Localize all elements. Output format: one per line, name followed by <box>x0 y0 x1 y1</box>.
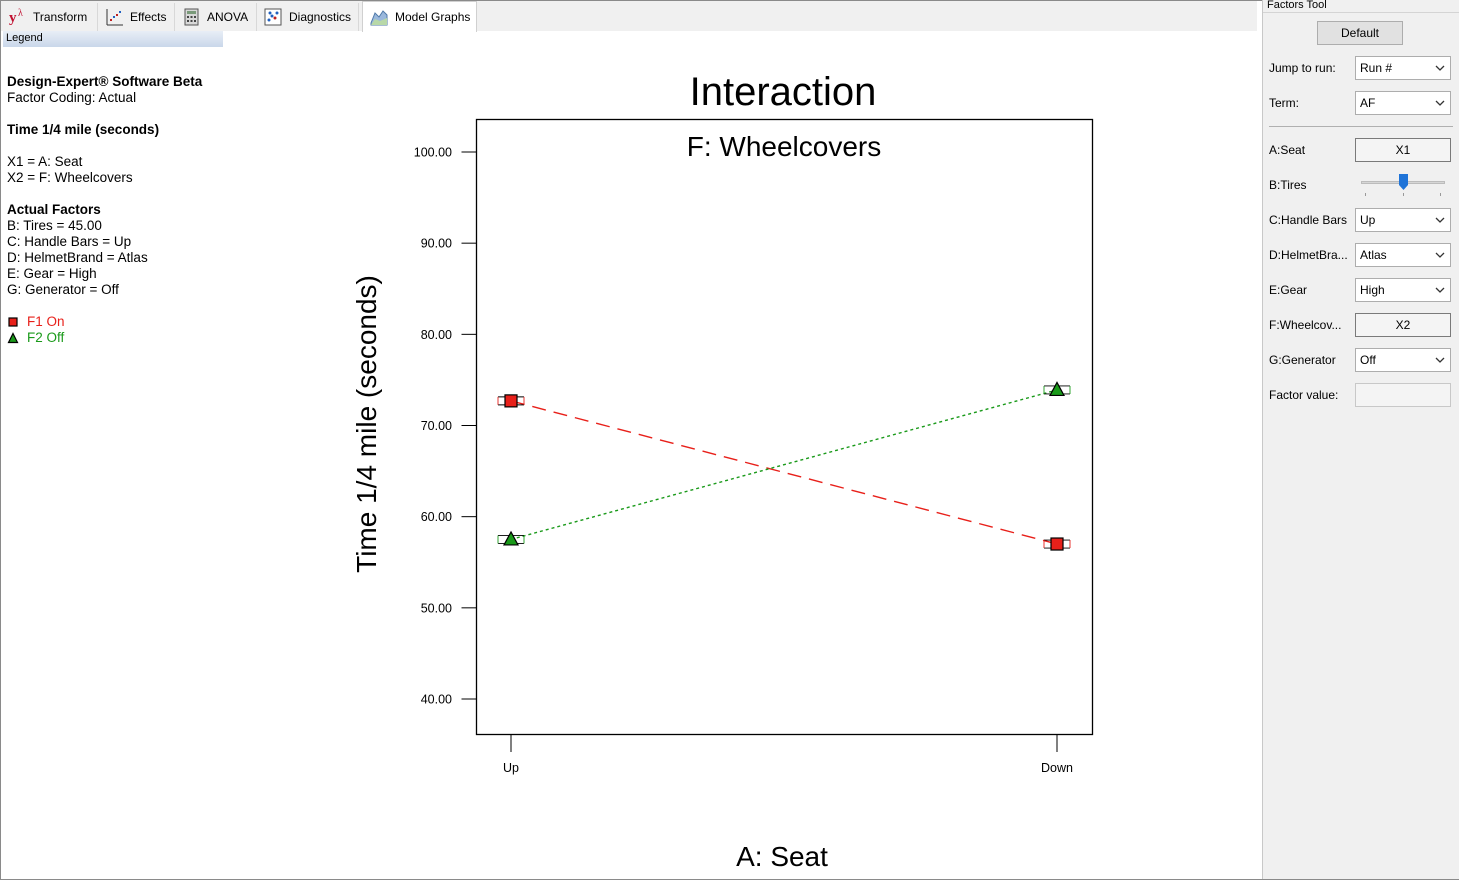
tick-mark <box>1440 193 1441 196</box>
tick-mark <box>1365 193 1366 196</box>
dropdown-value: Off <box>1360 353 1376 367</box>
svg-text:y: y <box>9 10 17 26</box>
factor-value-input[interactable] <box>1355 383 1451 407</box>
chart-subtitle: F: Wheelcovers <box>687 131 882 162</box>
generator-dropdown[interactable]: Off <box>1355 348 1451 372</box>
y-tick-label: 80.00 <box>421 328 452 342</box>
jump-to-run-label: Jump to run: <box>1269 61 1336 75</box>
legend-header: Legend <box>3 31 223 47</box>
y-tick-label: 60.00 <box>421 510 452 524</box>
effects-icon <box>104 7 124 27</box>
factor-label-generator: G:Generator <box>1269 353 1336 367</box>
chevron-down-icon <box>1435 250 1445 263</box>
actual-factor: E: Gear = High <box>7 266 97 281</box>
factor-label-wheelcovers: F:Wheelcov... <box>1269 318 1342 332</box>
factor-coding: Factor Coding: Actual <box>7 90 137 105</box>
legend-panel: Design-Expert® Software Beta Factor Codi… <box>7 74 202 346</box>
calculator-icon <box>181 7 201 27</box>
data-point <box>1048 381 1066 397</box>
dropdown-value: High <box>1360 283 1385 297</box>
term-label: Term: <box>1269 96 1299 110</box>
response-name: Time 1/4 mile (seconds) <box>7 122 160 137</box>
dropdown-value: Run # <box>1360 61 1393 75</box>
x-tick-label: Up <box>503 761 519 775</box>
diagnostics-icon <box>263 7 283 27</box>
y-axis-label: Time 1/4 mile (seconds) <box>351 275 382 573</box>
tick-mark <box>1403 193 1404 196</box>
tab-label: Model Graphs <box>395 10 471 24</box>
x-axis-label: A: Seat <box>736 841 828 872</box>
tab-label: Transform <box>33 10 88 24</box>
chevron-down-icon <box>1435 215 1445 228</box>
tab-diagnostics[interactable]: Diagnostics <box>257 3 359 31</box>
actual-factor: B: Tires = 45.00 <box>7 218 102 233</box>
factor-value-label: Factor value: <box>1269 388 1339 402</box>
chevron-down-icon <box>1435 63 1445 76</box>
chart-title: Interaction <box>690 70 877 114</box>
tab-label: ANOVA <box>207 10 249 24</box>
dropdown-value: Up <box>1360 213 1376 227</box>
tab-label: Diagnostics <box>289 10 352 24</box>
helmet-brand-dropdown[interactable]: Atlas <box>1355 243 1451 267</box>
legend-label-f1: F1 On <box>27 314 65 329</box>
dropdown-value: AF <box>1360 96 1376 110</box>
factor-label-tires: B:Tires <box>1269 178 1307 192</box>
chevron-down-icon <box>1435 285 1445 298</box>
data-point <box>504 394 518 408</box>
series-line <box>510 400 1058 545</box>
series-line <box>510 389 1058 541</box>
y-tick-label: 100.00 <box>414 146 452 160</box>
dropdown-value: Atlas <box>1360 248 1387 262</box>
data-point <box>1050 537 1064 551</box>
factor-seat-axis-box[interactable]: X1 <box>1355 138 1451 162</box>
svg-text:λ: λ <box>18 8 23 19</box>
factor-label-seat: A:Seat <box>1269 143 1306 157</box>
factor-wheelcovers-axis-box[interactable]: X2 <box>1355 313 1451 337</box>
data-point <box>502 530 520 546</box>
actual-factor: G: Generator = Off <box>7 282 119 297</box>
factor-label-gear: E:Gear <box>1269 283 1308 297</box>
gear-dropdown[interactable]: High <box>1355 278 1451 302</box>
plot-area <box>475 118 1094 736</box>
legend-item-f2: F2 Off <box>7 330 202 346</box>
y-tick-label: 50.00 <box>421 601 452 615</box>
tab-label: Effects <box>130 10 167 24</box>
factors-tool-panel: Factors Tool Default Jump to run: Run # … <box>1262 0 1459 879</box>
square-marker-icon <box>7 316 19 328</box>
tab-anova[interactable]: ANOVA <box>175 3 257 31</box>
chevron-down-icon <box>1435 355 1445 368</box>
model-graphs-icon <box>369 7 389 27</box>
x-tick-label: Down <box>1041 761 1073 775</box>
default-button[interactable]: Default <box>1317 21 1403 45</box>
actual-factor: C: Handle Bars = Up <box>7 234 132 249</box>
handle-bars-dropdown[interactable]: Up <box>1355 208 1451 232</box>
factor-label-handle-bars: C:Handle Bars <box>1269 213 1348 227</box>
y-tick-label: 90.00 <box>421 237 452 251</box>
actual-factor: D: HelmetBrand = Atlas <box>7 250 148 265</box>
actual-factors-title: Actual Factors <box>7 202 101 217</box>
y-tick-label: 40.00 <box>421 693 452 707</box>
x1-definition: X1 = A: Seat <box>7 154 83 169</box>
legend-item-f1: F1 On <box>7 314 202 330</box>
triangle-marker-icon <box>7 332 19 344</box>
software-name: Design-Expert® Software Beta <box>7 74 203 89</box>
panel-title: Factors Tool <box>1267 0 1327 11</box>
tires-slider[interactable] <box>1361 172 1445 196</box>
divider <box>1263 12 1459 13</box>
y-tick-label: 70.00 <box>421 419 452 433</box>
slider-thumb[interactable] <box>1398 174 1408 190</box>
legend-label-f2: F2 Off <box>27 330 65 345</box>
jump-to-run-dropdown[interactable]: Run # <box>1355 56 1451 80</box>
interaction-chart: Interaction F: Wheelcovers Time 1/4 mile… <box>351 70 1094 872</box>
tab-effects[interactable]: Effects <box>98 3 175 31</box>
term-dropdown[interactable]: AF <box>1355 91 1451 115</box>
chevron-down-icon <box>1435 98 1445 111</box>
tab-model-graphs[interactable]: Model Graphs <box>362 1 477 32</box>
divider <box>1269 126 1453 127</box>
factor-label-helmet-brand: D:HelmetBra... <box>1269 248 1348 262</box>
x2-definition: X2 = F: Wheelcovers <box>7 170 133 185</box>
